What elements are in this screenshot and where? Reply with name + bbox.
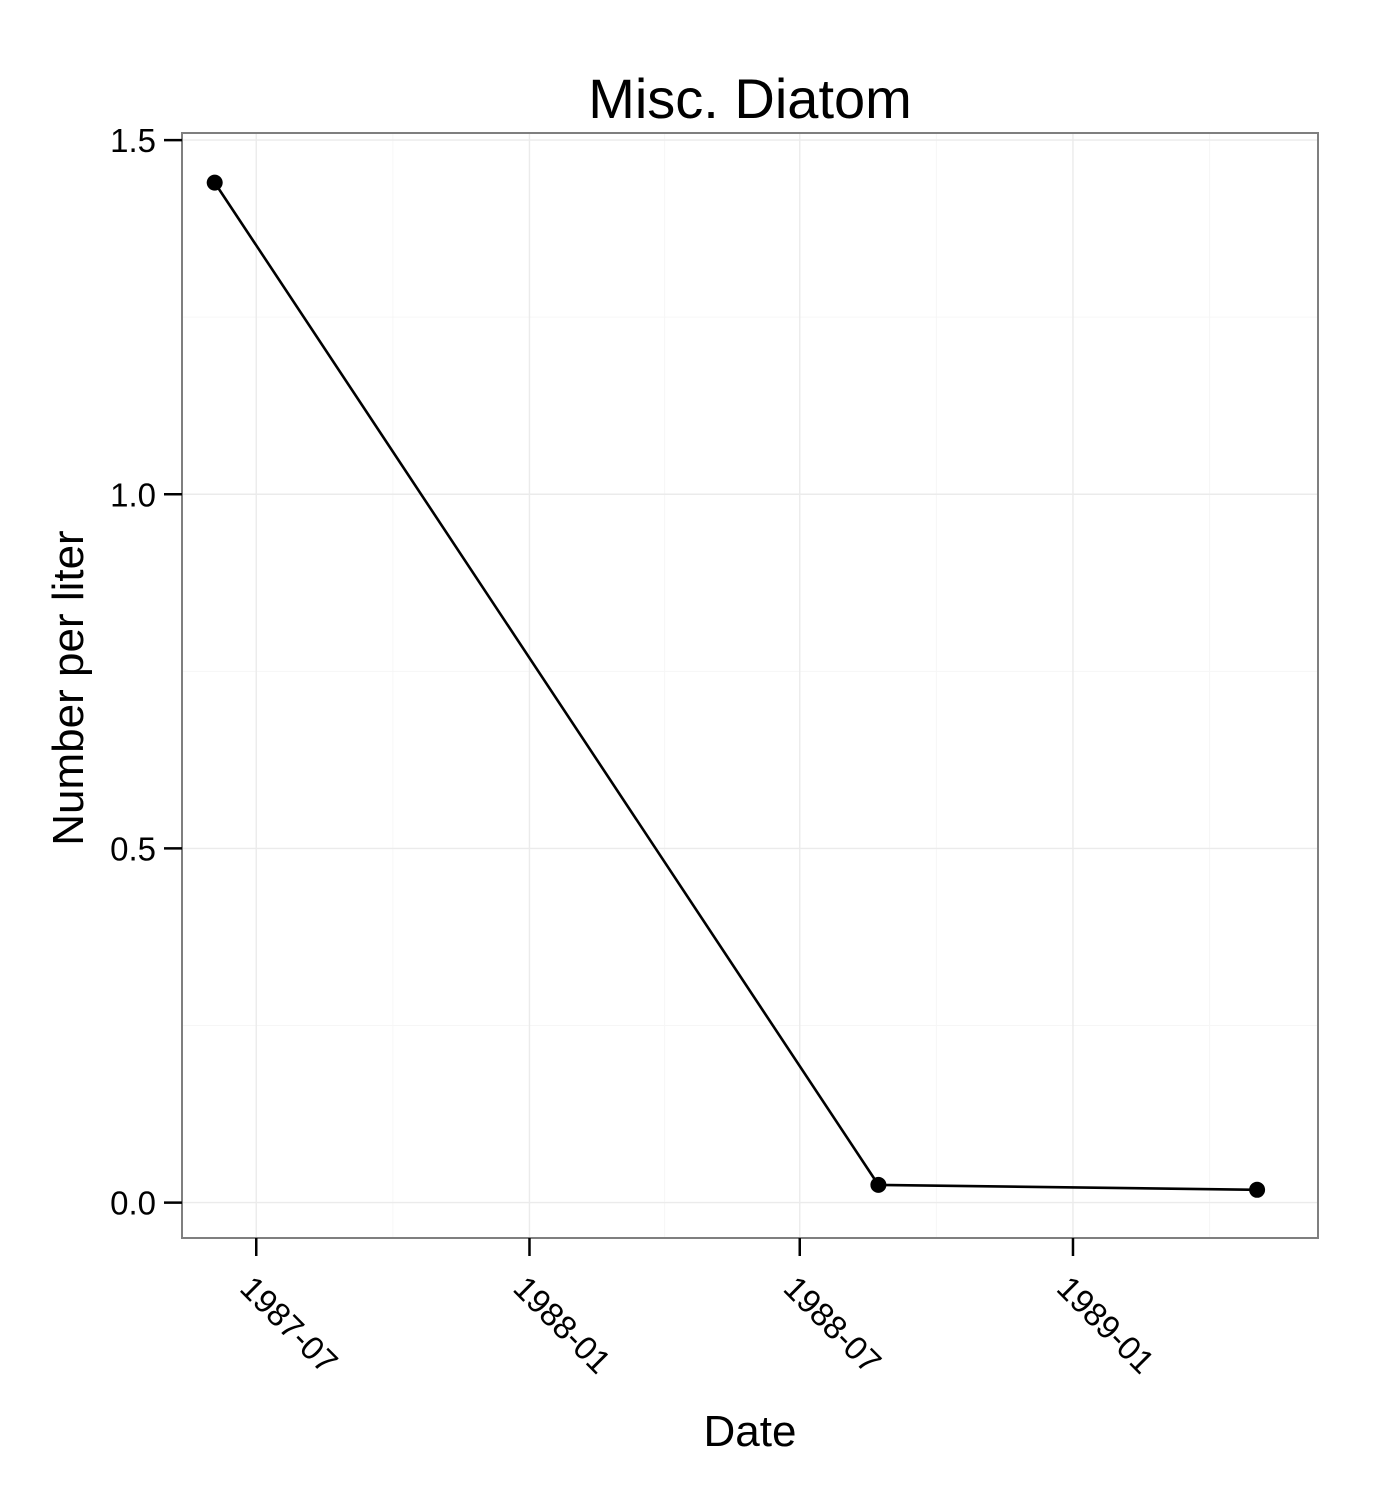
data-point xyxy=(1249,1181,1266,1198)
x-tick-label: 1989-01 xyxy=(1050,1269,1162,1381)
x-axis-title: Date xyxy=(704,1407,797,1456)
y-tick-label: 0.0 xyxy=(110,1185,156,1222)
y-axis-title: Number per liter xyxy=(44,530,93,845)
y-tick-label: 0.5 xyxy=(110,830,156,867)
series-layer xyxy=(206,174,1266,1198)
y-tick-label: 1.0 xyxy=(110,476,156,513)
x-tick-label: 1988-01 xyxy=(507,1269,619,1381)
data-point xyxy=(870,1176,887,1193)
data-point xyxy=(206,174,223,191)
plot-panel-border xyxy=(181,132,1319,1239)
grid-layer xyxy=(182,133,1318,1238)
y-tick-label: 1.5 xyxy=(110,122,156,159)
chart-title: Misc. Diatom xyxy=(588,67,912,130)
x-tick-label: 1987-07 xyxy=(233,1269,345,1381)
x-tick-label: 1988-07 xyxy=(777,1269,889,1381)
series-line xyxy=(213,181,1258,1192)
axis-ticks: 0.0 0.5 1.0 1.5 1987-07 1988-01 1988-07 1989-01 xyxy=(110,122,1162,1381)
